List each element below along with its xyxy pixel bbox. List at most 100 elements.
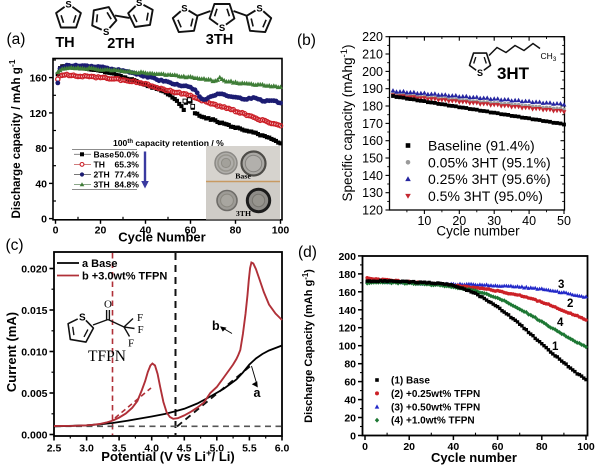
- svg-text:(2) +0.25wt% TFPN: (2) +0.25wt% TFPN: [391, 389, 480, 400]
- svg-text:3HT: 3HT: [497, 64, 530, 83]
- svg-text:120: 120: [338, 323, 356, 335]
- svg-text:S: S: [477, 68, 483, 78]
- svg-text:S: S: [136, 0, 142, 9]
- svg-text:160: 160: [29, 73, 47, 85]
- svg-text:20: 20: [344, 413, 356, 425]
- svg-text:b +3.0wt% TFPN: b +3.0wt% TFPN: [82, 271, 167, 283]
- svg-text:CH3: CH3: [541, 51, 557, 63]
- svg-text:150: 150: [362, 151, 383, 165]
- svg-text:2TH: 2TH: [107, 36, 134, 52]
- svg-text:20: 20: [95, 224, 107, 236]
- svg-text:S: S: [219, 23, 225, 34]
- svg-text:Baseline (91.4%): Baseline (91.4%): [428, 138, 535, 154]
- svg-text:3TH: 3TH: [94, 180, 110, 190]
- svg-text:3: 3: [558, 279, 564, 291]
- svg-text:3.5: 3.5: [112, 443, 127, 455]
- svg-text:(d): (d): [298, 244, 317, 261]
- svg-text:170: 170: [362, 117, 383, 131]
- svg-text:130: 130: [362, 186, 383, 200]
- svg-text:40: 40: [140, 224, 152, 236]
- svg-text:160: 160: [338, 287, 356, 299]
- svg-text:Specific capacity (mAhg-1): Specific capacity (mAhg-1): [339, 44, 356, 201]
- svg-text:80: 80: [230, 224, 242, 236]
- svg-text:0: 0: [41, 214, 47, 226]
- svg-text:(b): (b): [297, 32, 316, 49]
- svg-text:220: 220: [362, 30, 383, 44]
- svg-text:S: S: [256, 4, 262, 15]
- svg-text:0: 0: [362, 441, 368, 453]
- svg-text:77.4%: 77.4%: [115, 170, 140, 180]
- svg-text:0.015: 0.015: [21, 305, 47, 317]
- svg-text:190: 190: [362, 82, 383, 96]
- svg-text:5.0: 5.0: [209, 443, 224, 455]
- svg-text:65.3%: 65.3%: [115, 159, 140, 169]
- svg-text:0.005: 0.005: [21, 388, 47, 400]
- svg-text:Cycle number: Cycle number: [436, 224, 520, 239]
- svg-text:200: 200: [338, 251, 356, 263]
- svg-text:0.5% 3HT (95.0%): 0.5% 3HT (95.0%): [428, 188, 543, 204]
- svg-text:100: 100: [338, 341, 356, 353]
- svg-text:3TH: 3TH: [206, 32, 233, 48]
- svg-text:S: S: [79, 312, 86, 323]
- svg-text:60: 60: [492, 441, 504, 453]
- svg-text:180: 180: [338, 269, 356, 281]
- svg-text:50: 50: [557, 214, 571, 228]
- svg-text:80: 80: [536, 441, 548, 453]
- svg-text:5.5: 5.5: [242, 443, 257, 455]
- svg-text:Potential (V vs Li+/ Li): Potential (V vs Li+/ Li): [101, 448, 234, 465]
- svg-text:20: 20: [403, 441, 415, 453]
- svg-text:60: 60: [185, 224, 197, 236]
- svg-text:40: 40: [344, 395, 356, 407]
- svg-text:180: 180: [362, 99, 383, 113]
- svg-text:0: 0: [350, 431, 356, 443]
- svg-text:0.020: 0.020: [21, 263, 47, 275]
- svg-text:Base: Base: [94, 149, 115, 159]
- svg-text:b: b: [212, 319, 220, 333]
- svg-text:100th capacity retention / %: 100th capacity retention / %: [113, 138, 224, 148]
- svg-text:40: 40: [448, 441, 460, 453]
- svg-text:0.000: 0.000: [21, 429, 47, 441]
- svg-text:Discharge capacity / mAh g-1: Discharge capacity / mAh g-1: [7, 59, 23, 218]
- svg-text:a: a: [254, 386, 262, 400]
- svg-text:(c): (c): [6, 237, 24, 254]
- svg-text:Discharge Capacity (mAh g-1): Discharge Capacity (mAh g-1): [301, 269, 316, 423]
- svg-text:Base: Base: [235, 172, 251, 181]
- svg-text:0.25% 3HT (95.6%): 0.25% 3HT (95.6%): [428, 171, 551, 187]
- svg-text:210: 210: [362, 47, 383, 61]
- svg-text:50.0%: 50.0%: [115, 149, 140, 159]
- svg-text:4.5: 4.5: [177, 443, 192, 455]
- svg-text:160: 160: [362, 134, 383, 148]
- svg-text:2TH: 2TH: [94, 170, 110, 180]
- svg-text:3.0: 3.0: [79, 443, 94, 455]
- svg-text:3TH: 3TH: [236, 209, 251, 218]
- svg-text:0.05% 3HT (95.1%): 0.05% 3HT (95.1%): [428, 154, 551, 170]
- svg-text:TH: TH: [55, 35, 74, 51]
- svg-text:a Base: a Base: [82, 258, 117, 270]
- svg-text:(4) +1.0wt% TFPN: (4) +1.0wt% TFPN: [391, 416, 475, 427]
- svg-text:TFPN: TFPN: [88, 348, 126, 365]
- svg-text:F: F: [137, 312, 143, 324]
- svg-text:4.0: 4.0: [144, 443, 159, 455]
- svg-text:140: 140: [362, 169, 383, 183]
- svg-text:(1) Base: (1) Base: [391, 376, 430, 387]
- svg-text:Current (mA): Current (mA): [4, 312, 19, 392]
- svg-text:40: 40: [35, 178, 47, 190]
- svg-text:20: 20: [452, 214, 466, 228]
- svg-text:120: 120: [29, 108, 47, 120]
- svg-text:120: 120: [362, 203, 383, 217]
- svg-text:Cycle number: Cycle number: [431, 450, 517, 465]
- svg-text:1: 1: [552, 341, 559, 353]
- svg-text:100: 100: [272, 224, 290, 236]
- svg-text:2: 2: [567, 298, 573, 310]
- svg-text:4: 4: [557, 317, 564, 329]
- svg-text:80: 80: [344, 359, 356, 371]
- svg-text:F: F: [138, 324, 144, 336]
- svg-text:(a): (a): [7, 31, 26, 48]
- svg-text:(3) +0.50wt% TFPN: (3) +0.50wt% TFPN: [391, 402, 480, 413]
- svg-text:S: S: [103, 27, 109, 38]
- svg-text:140: 140: [338, 305, 356, 317]
- svg-text:60: 60: [344, 377, 356, 389]
- svg-text:O: O: [104, 299, 112, 311]
- svg-text:100: 100: [577, 441, 595, 453]
- svg-text:2.5: 2.5: [47, 443, 62, 455]
